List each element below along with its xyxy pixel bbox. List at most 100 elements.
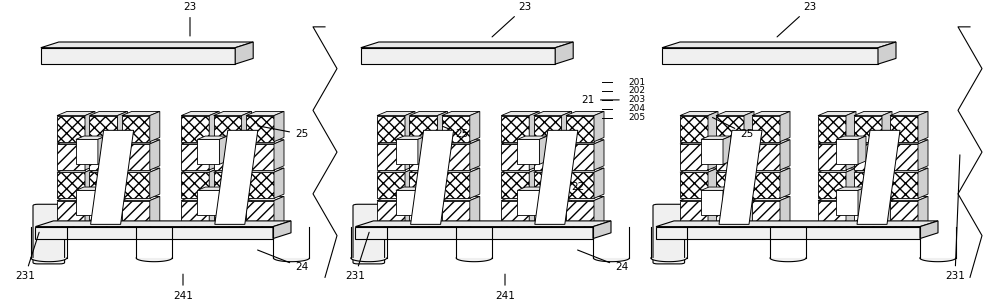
Polygon shape — [701, 187, 731, 190]
Polygon shape — [846, 112, 856, 142]
Polygon shape — [437, 196, 447, 227]
Polygon shape — [566, 112, 604, 115]
Polygon shape — [501, 196, 539, 201]
Polygon shape — [594, 112, 604, 142]
Polygon shape — [534, 112, 572, 115]
Polygon shape — [85, 112, 95, 142]
Polygon shape — [680, 201, 708, 227]
Polygon shape — [708, 168, 718, 198]
Text: 241: 241 — [173, 274, 193, 301]
Polygon shape — [470, 196, 480, 227]
Polygon shape — [409, 140, 447, 144]
Polygon shape — [209, 168, 219, 198]
Polygon shape — [752, 168, 790, 172]
Text: 205: 205 — [628, 113, 645, 122]
Polygon shape — [117, 196, 127, 227]
Polygon shape — [882, 112, 892, 142]
Polygon shape — [150, 112, 160, 142]
Polygon shape — [181, 115, 209, 142]
Polygon shape — [35, 227, 273, 238]
Polygon shape — [41, 48, 235, 64]
Polygon shape — [562, 196, 572, 227]
Polygon shape — [529, 196, 539, 227]
Polygon shape — [555, 42, 573, 64]
Polygon shape — [377, 140, 415, 144]
Polygon shape — [246, 196, 284, 201]
Polygon shape — [920, 258, 956, 262]
Polygon shape — [566, 201, 594, 227]
Polygon shape — [656, 227, 920, 238]
Polygon shape — [501, 144, 529, 170]
Polygon shape — [405, 140, 415, 170]
Polygon shape — [858, 136, 866, 164]
Polygon shape — [818, 201, 846, 227]
Polygon shape — [136, 258, 172, 262]
Polygon shape — [35, 221, 291, 227]
Text: 231: 231 — [945, 155, 965, 281]
Polygon shape — [214, 168, 252, 172]
Polygon shape — [818, 196, 856, 201]
Polygon shape — [836, 139, 858, 164]
Polygon shape — [890, 140, 928, 144]
Polygon shape — [396, 187, 426, 190]
Text: 25: 25 — [443, 126, 468, 139]
Polygon shape — [57, 196, 95, 201]
Polygon shape — [57, 140, 95, 144]
Polygon shape — [377, 144, 405, 170]
Polygon shape — [744, 112, 754, 142]
Polygon shape — [752, 140, 790, 144]
Polygon shape — [122, 196, 160, 201]
Polygon shape — [854, 201, 882, 227]
Polygon shape — [470, 168, 480, 198]
Polygon shape — [442, 196, 480, 201]
Polygon shape — [517, 139, 539, 164]
Polygon shape — [235, 42, 253, 64]
Polygon shape — [716, 144, 744, 170]
Polygon shape — [31, 258, 67, 262]
Polygon shape — [409, 112, 447, 115]
Polygon shape — [89, 112, 127, 115]
Polygon shape — [377, 112, 415, 115]
Polygon shape — [716, 196, 754, 201]
Polygon shape — [396, 139, 418, 164]
Polygon shape — [890, 196, 928, 201]
Polygon shape — [539, 187, 547, 215]
Polygon shape — [716, 115, 744, 142]
Text: 24: 24 — [578, 250, 628, 272]
Polygon shape — [593, 258, 629, 262]
Polygon shape — [98, 136, 106, 164]
Polygon shape — [857, 130, 900, 224]
Polygon shape — [181, 196, 219, 201]
Polygon shape — [246, 115, 274, 142]
Polygon shape — [680, 196, 718, 201]
Polygon shape — [209, 140, 219, 170]
Polygon shape — [534, 201, 562, 227]
Polygon shape — [752, 144, 780, 170]
Polygon shape — [716, 112, 754, 115]
Polygon shape — [246, 201, 274, 227]
Polygon shape — [246, 168, 284, 172]
Polygon shape — [744, 196, 754, 227]
Polygon shape — [708, 196, 718, 227]
Polygon shape — [122, 115, 150, 142]
Polygon shape — [409, 144, 437, 170]
Polygon shape — [501, 168, 539, 172]
Polygon shape — [76, 139, 98, 164]
Polygon shape — [246, 140, 284, 144]
Polygon shape — [57, 144, 85, 170]
Polygon shape — [501, 201, 529, 227]
Polygon shape — [89, 115, 117, 142]
Polygon shape — [818, 168, 856, 172]
Polygon shape — [593, 221, 611, 238]
Polygon shape — [57, 168, 95, 172]
Polygon shape — [117, 168, 127, 198]
Polygon shape — [89, 196, 127, 201]
FancyBboxPatch shape — [33, 204, 65, 264]
Text: 23: 23 — [183, 2, 197, 36]
Polygon shape — [882, 140, 892, 170]
Polygon shape — [181, 140, 219, 144]
Polygon shape — [890, 168, 928, 172]
Polygon shape — [501, 115, 529, 142]
Text: 21: 21 — [582, 95, 619, 105]
Polygon shape — [716, 140, 754, 144]
